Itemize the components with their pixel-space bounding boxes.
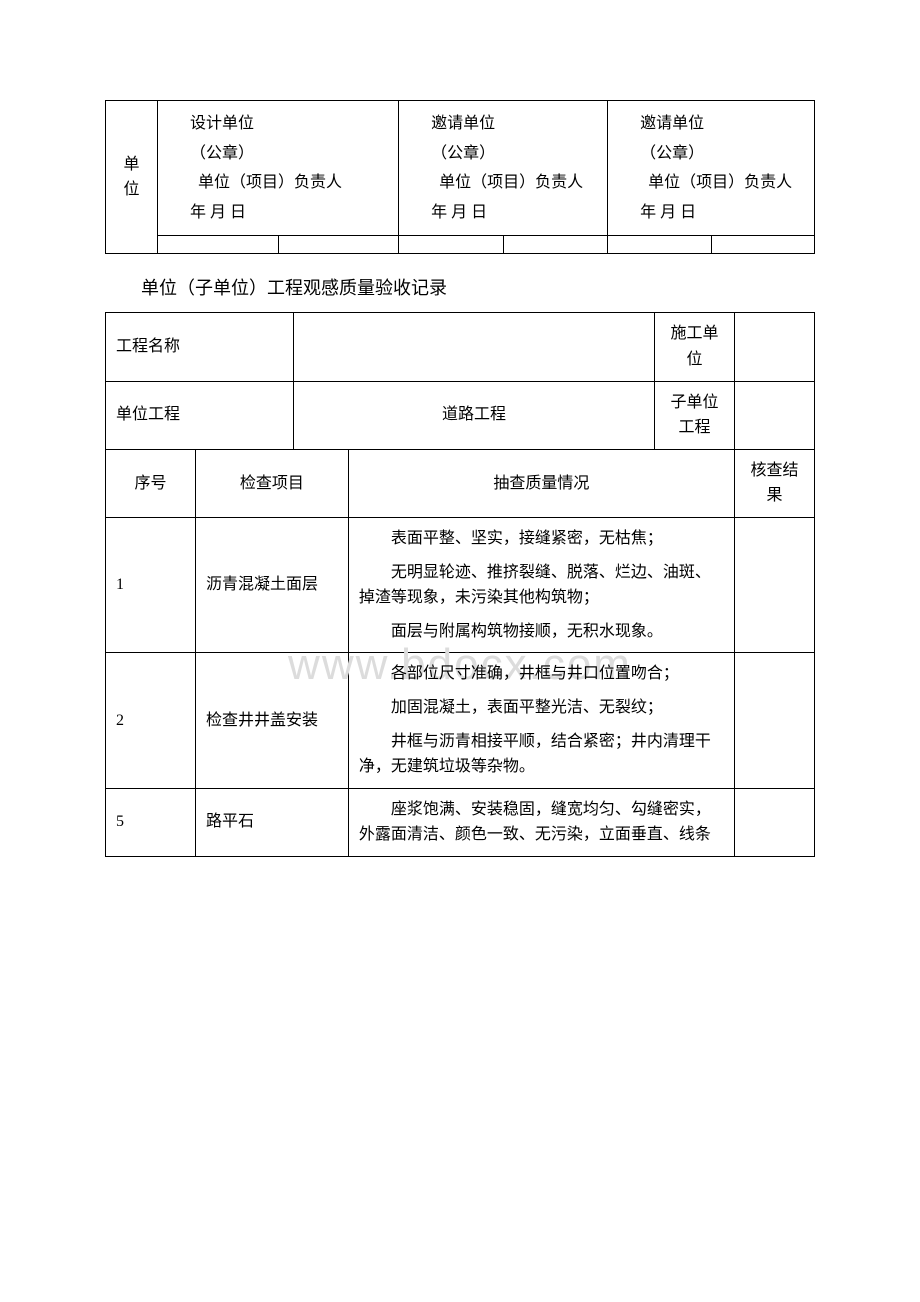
item-text: 沥青混凝土面层: [206, 576, 318, 593]
signature-table: 单位 设计单位 （公章） 单位（项目）负责人 年 月 日 邀请单位 （公章） 单…: [105, 100, 815, 254]
sig-responsible-text: 单位（项目）负责人: [439, 174, 583, 191]
col-item: 检查项目: [196, 449, 349, 517]
label-text: 单位工程: [116, 406, 180, 423]
empty-cell: [608, 236, 711, 254]
sig-responsible: 单位（项目）负责人: [166, 170, 390, 196]
col-text: 核查结果: [750, 462, 798, 505]
sig-title: 邀请单位: [616, 111, 806, 137]
col-text: 序号: [134, 475, 166, 492]
sig-responsible: 单位（项目）负责人: [616, 170, 806, 196]
result-cell: [735, 653, 815, 788]
sig-seal: （公章）: [166, 141, 390, 167]
status-para: 座浆饱满、安装稳固，缝宽均匀、勾缝密实，外露面清洁、颜色一致、无污染，立面垂直、…: [359, 797, 724, 848]
col-status: 抽查质量情况: [348, 449, 734, 517]
sig-seal: （公章）: [407, 141, 599, 167]
sig-responsible: 单位（项目）负责人: [407, 170, 599, 196]
data-row: 1 沥青混凝土面层 表面平整、坚实，接缝紧密，无枯焦； 无明显轮迹、推挤裂缝、脱…: [106, 517, 815, 652]
item-cell: 路平石: [196, 788, 349, 856]
col-seq: 序号: [106, 449, 196, 517]
status-cell: 表面平整、坚实，接缝紧密，无枯焦； 无明显轮迹、推挤裂缝、脱落、烂边、油斑、掉渣…: [348, 517, 734, 652]
empty-cell: [711, 236, 814, 254]
construction-unit-label: 施工单位: [654, 313, 734, 381]
header-row-1: 工程名称 施工单位: [106, 313, 815, 381]
signature-cell-3: 邀请单位 （公章） 单位（项目）负责人 年 月 日: [608, 101, 815, 236]
seq-cell: 5: [106, 788, 196, 856]
status-cell: 各部位尺寸准确，井框与井口位置吻合； 加固混凝土，表面平整光洁、无裂纹； 井框与…: [348, 653, 734, 788]
result-cell: [735, 517, 815, 652]
sig-date: 年 月 日: [166, 200, 390, 226]
sub-unit-value: [734, 381, 814, 449]
project-name-label: 工程名称: [106, 313, 294, 381]
inspection-table: 工程名称 施工单位 单位工程 道路工程 子单位工程 序号 检查项目 抽查质量情况…: [105, 312, 815, 857]
col-text: 抽查质量情况: [493, 475, 589, 492]
sig-date: 年 月 日: [407, 200, 599, 226]
status-para: 面层与附属构筑物接顺，无积水现象。: [359, 619, 724, 645]
status-para: 井框与沥青相接平顺，结合紧密；井内清理干净，无建筑垃圾等杂物。: [359, 729, 724, 780]
unit-project-value: 道路工程: [294, 381, 655, 449]
empty-cell: [399, 236, 503, 254]
signature-row: 单位 设计单位 （公章） 单位（项目）负责人 年 月 日 邀请单位 （公章） 单…: [106, 101, 815, 236]
empty-cell: [158, 236, 279, 254]
seq-text: 1: [116, 576, 124, 593]
item-cell: 检查井井盖安装: [196, 653, 349, 788]
item-text: 路平石: [206, 813, 254, 830]
data-row: 5 路平石 座浆饱满、安装稳固，缝宽均匀、勾缝密实，外露面清洁、颜色一致、无污染…: [106, 788, 815, 856]
item-cell: 沥青混凝土面层: [196, 517, 349, 652]
unit-project-label: 单位工程: [106, 381, 294, 449]
signature-cell-2: 邀请单位 （公章） 单位（项目）负责人 年 月 日: [399, 101, 608, 236]
status-cell: 座浆饱满、安装稳固，缝宽均匀、勾缝密实，外露面清洁、颜色一致、无污染，立面垂直、…: [348, 788, 734, 856]
data-row: 2 检查井井盖安装 各部位尺寸准确，井框与井口位置吻合； 加固混凝土，表面平整光…: [106, 653, 815, 788]
empty-cell: [278, 236, 399, 254]
sig-responsible-text: 单位（项目）负责人: [198, 174, 342, 191]
sig-seal: （公章）: [616, 141, 806, 167]
signature-cell-1: 设计单位 （公章） 单位（项目）负责人 年 月 日: [158, 101, 399, 236]
status-para: 表面平整、坚实，接缝紧密，无枯焦；: [359, 526, 724, 552]
project-name-value: [294, 313, 655, 381]
empty-row: [106, 236, 815, 254]
sig-date: 年 月 日: [616, 200, 806, 226]
seq-text: 5: [116, 813, 124, 830]
main-title: 单位（子单位）工程观感质量验收记录: [105, 274, 815, 300]
item-text: 检查井井盖安装: [206, 712, 318, 729]
construction-unit-value: [734, 313, 814, 381]
sig-title: 设计单位: [166, 111, 390, 137]
col-text: 检查项目: [240, 475, 304, 492]
col-result: 核查结果: [735, 449, 815, 517]
sub-unit-label: 子单位工程: [654, 381, 734, 449]
status-para: 各部位尺寸准确，井框与井口位置吻合；: [359, 661, 724, 687]
status-para: 无明显轮迹、推挤裂缝、脱落、烂边、油斑、掉渣等现象，未污染其他构筑物；: [359, 560, 724, 611]
column-header-row: 序号 检查项目 抽查质量情况 核查结果: [106, 449, 815, 517]
row-label-cell: 单位: [106, 101, 158, 254]
sig-responsible-text: 单位（项目）负责人: [648, 174, 792, 191]
row-label-text: 单位: [123, 156, 139, 199]
result-cell: [735, 788, 815, 856]
seq-text: 2: [116, 712, 124, 729]
sig-title: 邀请单位: [407, 111, 599, 137]
seq-cell: 1: [106, 517, 196, 652]
header-row-2: 单位工程 道路工程 子单位工程: [106, 381, 815, 449]
seq-cell: 2: [106, 653, 196, 788]
label-text: 工程名称: [116, 338, 180, 355]
status-para: 加固混凝土，表面平整光洁、无裂纹；: [359, 695, 724, 721]
empty-cell: [503, 236, 607, 254]
